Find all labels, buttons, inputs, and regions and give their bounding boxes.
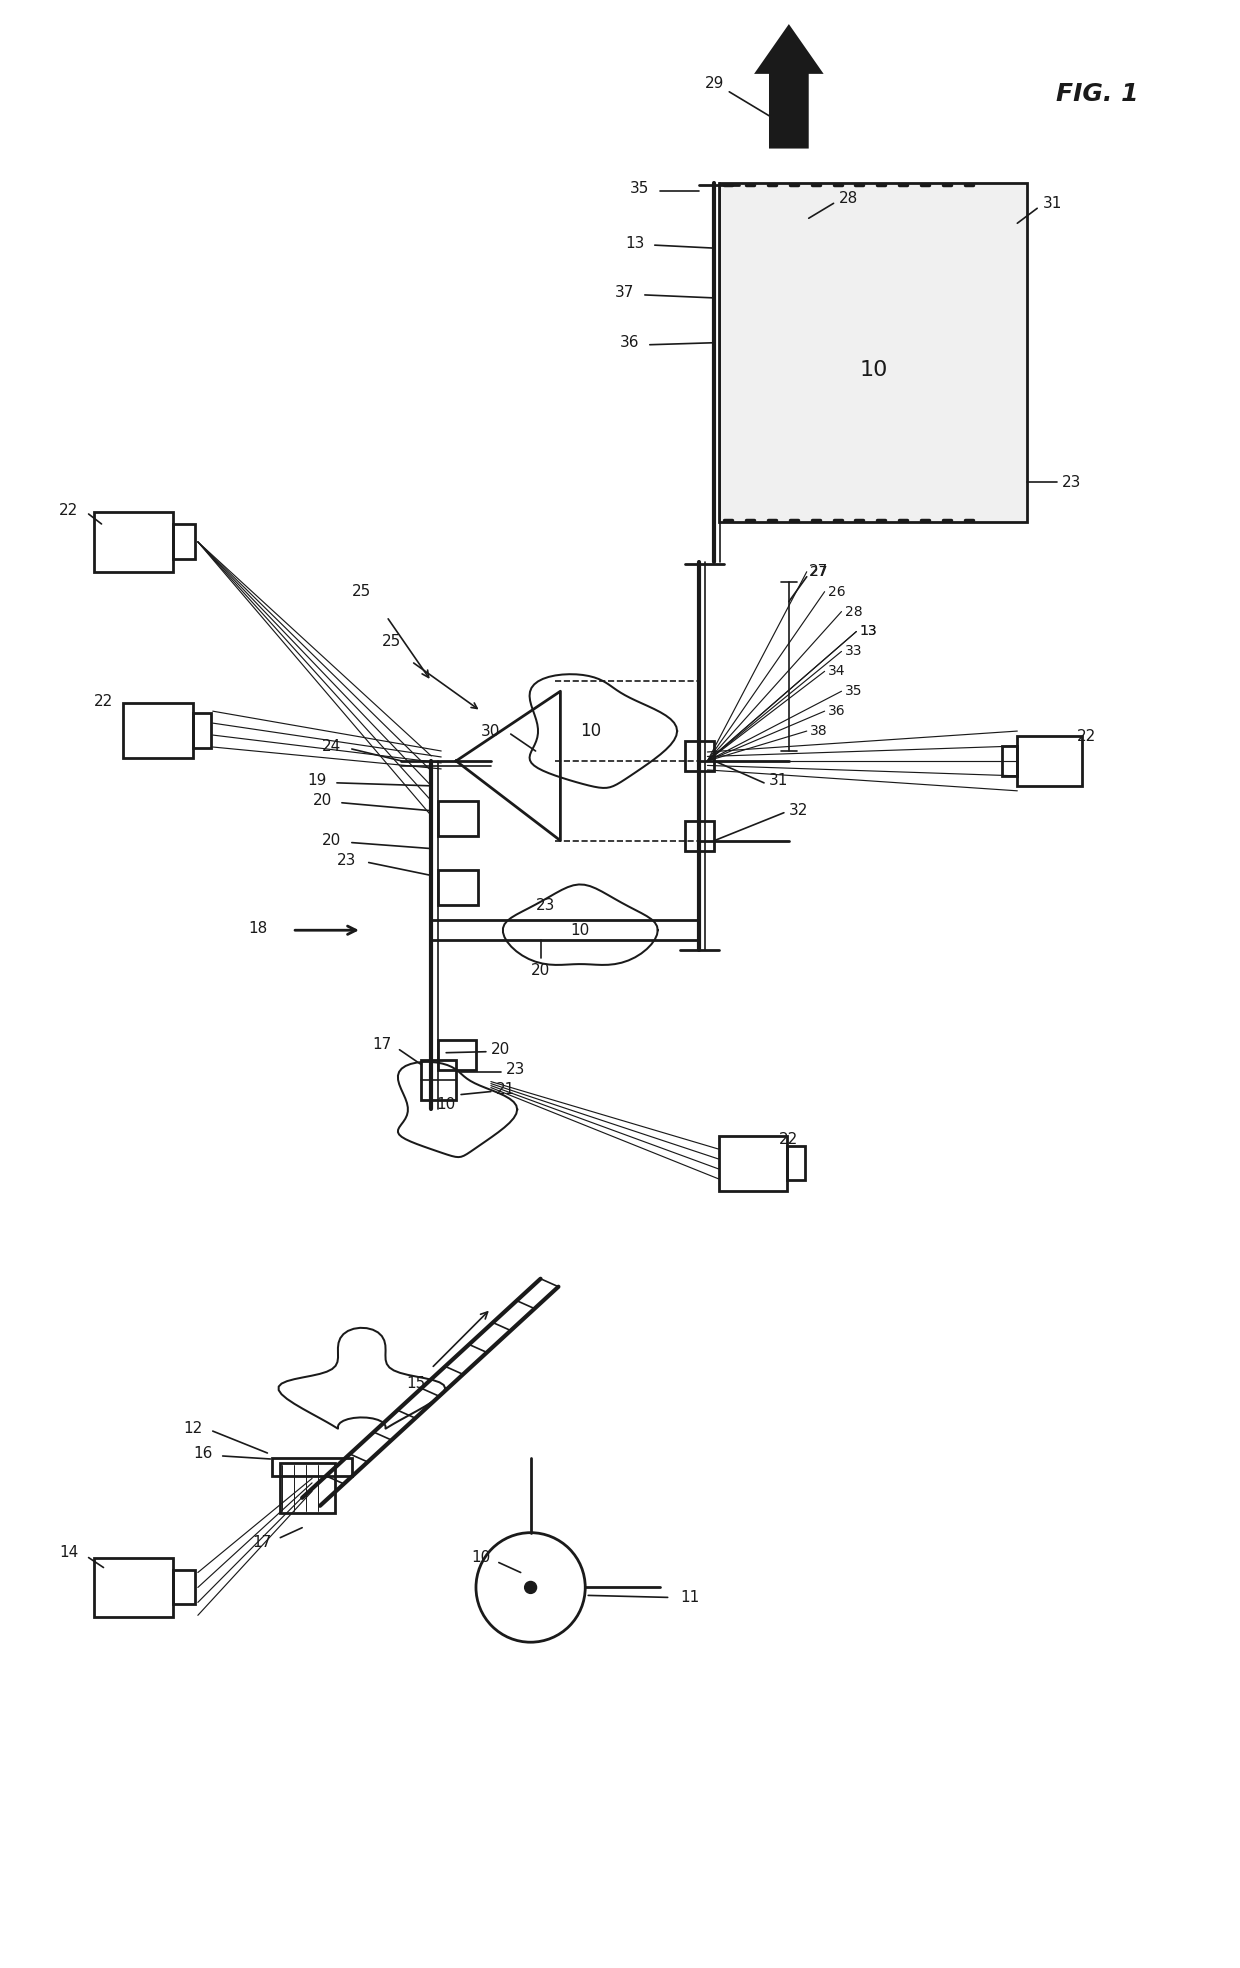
Text: 13: 13 bbox=[859, 624, 877, 638]
Bar bbox=[422, 1059, 456, 1100]
Bar bbox=[174, 1570, 195, 1604]
Text: 10: 10 bbox=[471, 1551, 491, 1565]
Bar bbox=[719, 1136, 787, 1191]
Bar bbox=[123, 703, 193, 758]
Text: 13: 13 bbox=[859, 624, 877, 638]
Text: 22: 22 bbox=[779, 1132, 799, 1147]
Text: 11: 11 bbox=[680, 1590, 699, 1604]
Bar bbox=[93, 1557, 174, 1618]
Text: 23: 23 bbox=[337, 852, 357, 868]
Text: 17: 17 bbox=[253, 1535, 272, 1551]
Text: 26: 26 bbox=[828, 584, 846, 598]
Text: 18: 18 bbox=[248, 921, 267, 935]
Text: 23: 23 bbox=[536, 897, 556, 913]
Text: 14: 14 bbox=[60, 1545, 78, 1561]
Bar bbox=[280, 1462, 335, 1513]
Text: 23: 23 bbox=[506, 1063, 526, 1076]
Bar bbox=[273, 1458, 352, 1476]
Text: 35: 35 bbox=[630, 181, 650, 197]
Text: 36: 36 bbox=[828, 705, 846, 718]
Text: 12: 12 bbox=[184, 1421, 202, 1435]
Text: 29: 29 bbox=[704, 77, 724, 91]
Text: 19: 19 bbox=[308, 773, 326, 789]
FancyArrow shape bbox=[754, 24, 823, 148]
Text: 10: 10 bbox=[859, 360, 888, 380]
Bar bbox=[438, 801, 477, 836]
Bar bbox=[787, 1145, 805, 1181]
Text: 28: 28 bbox=[838, 191, 858, 207]
Bar bbox=[174, 523, 195, 559]
Text: 25: 25 bbox=[382, 634, 402, 649]
Text: 27: 27 bbox=[808, 565, 828, 579]
Text: 20: 20 bbox=[322, 832, 341, 848]
Text: 37: 37 bbox=[615, 285, 635, 301]
Bar bbox=[1017, 736, 1081, 785]
Text: 22: 22 bbox=[1078, 728, 1096, 744]
Bar bbox=[684, 821, 714, 850]
Bar bbox=[719, 183, 1027, 522]
Bar bbox=[438, 1039, 476, 1071]
Text: 27: 27 bbox=[810, 565, 827, 579]
Text: 20: 20 bbox=[312, 793, 331, 809]
Bar bbox=[93, 512, 174, 573]
Text: 33: 33 bbox=[844, 644, 862, 659]
Text: 25: 25 bbox=[352, 584, 371, 598]
Bar bbox=[684, 742, 714, 771]
Text: 10: 10 bbox=[579, 722, 600, 740]
Text: 36: 36 bbox=[620, 335, 640, 350]
Text: 22: 22 bbox=[60, 502, 78, 518]
Text: 34: 34 bbox=[828, 665, 846, 679]
Text: 24: 24 bbox=[322, 738, 341, 754]
Text: 17: 17 bbox=[372, 1037, 392, 1053]
Text: 10: 10 bbox=[570, 923, 590, 937]
Text: 22: 22 bbox=[94, 693, 113, 708]
Bar bbox=[438, 870, 477, 905]
Circle shape bbox=[525, 1582, 537, 1594]
Text: 23: 23 bbox=[1063, 474, 1081, 490]
Text: 32: 32 bbox=[789, 803, 808, 819]
Bar bbox=[1002, 746, 1017, 775]
Text: 21: 21 bbox=[496, 1082, 516, 1096]
Text: 38: 38 bbox=[810, 724, 827, 738]
Text: 31: 31 bbox=[769, 773, 789, 789]
Text: FIG. 1: FIG. 1 bbox=[1055, 83, 1138, 106]
Text: 20: 20 bbox=[491, 1043, 511, 1057]
Text: 31: 31 bbox=[1043, 197, 1061, 211]
Text: 35: 35 bbox=[844, 685, 862, 699]
Bar bbox=[193, 712, 211, 748]
Text: 13: 13 bbox=[625, 236, 645, 250]
Text: 16: 16 bbox=[193, 1446, 212, 1460]
Text: 15: 15 bbox=[407, 1376, 427, 1391]
Text: 30: 30 bbox=[481, 724, 501, 738]
Text: 20: 20 bbox=[531, 962, 551, 978]
Text: 28: 28 bbox=[844, 604, 862, 618]
Text: 10: 10 bbox=[436, 1096, 456, 1112]
